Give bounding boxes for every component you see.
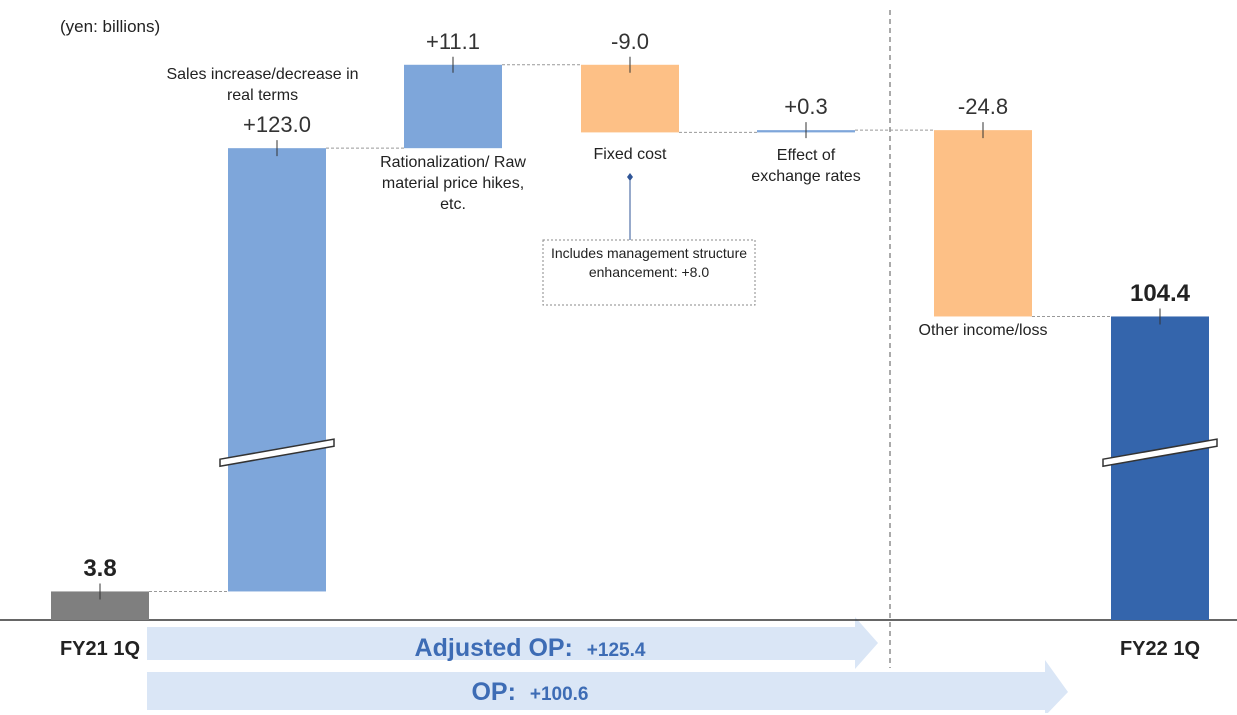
callout-dot [627,173,633,181]
value-label: -24.8 [957,94,1009,120]
bar [934,130,1032,317]
category-label: Rationalization/ Raw material price hike… [380,154,526,213]
value-label: 3.8 [83,555,117,583]
category-label: FY21 1Q [59,638,141,660]
value-label: 104.4 [1129,280,1191,308]
arrow-value: +125.4 [586,640,646,661]
value-label: +123.0 [243,112,311,138]
category-label: Sales increase/decrease in real terms [166,66,359,104]
unit-label: (yen: billions) [60,17,161,36]
arrow [147,617,878,669]
category-label: FY22 1Q [1119,638,1201,660]
category-label: Other income/loss [918,322,1048,339]
value-label: +11.1 [425,28,481,54]
annotation-box [542,239,756,306]
value-label: -9.0 [611,28,649,54]
arrow [147,660,1068,713]
axis-break [1102,438,1218,468]
value-label: +0.3 [784,94,828,120]
arrow-title: Adjusted OP: [414,634,573,662]
annotation: Includes management structure enhancemen… [550,245,748,280]
arrow-value: +100.6 [529,684,589,705]
arrow-title: OP: [471,678,516,706]
arrow-label: OP: +100.6 [250,672,810,715]
category-label: Fixed cost [593,146,667,163]
bar [228,148,326,592]
axis-break [219,438,335,468]
category-label: Effect of exchange rates [751,147,861,185]
bar [1111,316,1209,620]
bar [404,64,502,149]
arrow-label: Adjusted OP: +125.4 [250,626,810,673]
bar [581,64,679,133]
